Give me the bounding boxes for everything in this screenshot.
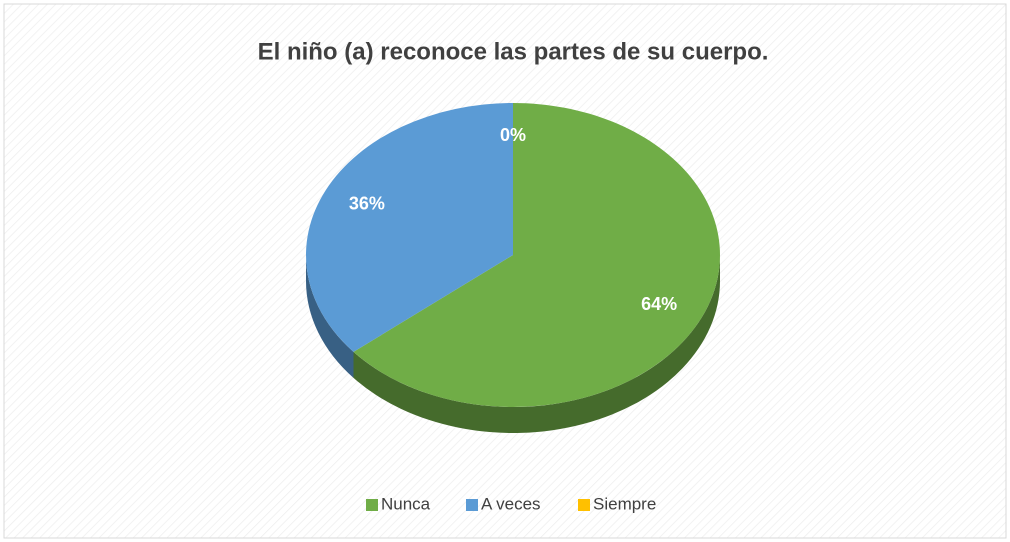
pie-slice-side [306, 255, 354, 378]
legend-swatch [366, 499, 378, 511]
pie-slice-side [353, 255, 720, 433]
legend-label: Nunca [381, 494, 431, 513]
pie-slice [353, 103, 720, 408]
data-label: 36% [349, 193, 385, 213]
data-label: 64% [641, 294, 677, 314]
legend-label: A veces [481, 494, 541, 513]
legend-swatch [466, 499, 478, 511]
legend-label: Siempre [593, 494, 656, 513]
data-label: 0% [500, 125, 526, 145]
pie-slice [306, 103, 513, 352]
legend-swatch [578, 499, 590, 511]
chart-title: El niño (a) reconoce las partes de su cu… [258, 38, 769, 65]
